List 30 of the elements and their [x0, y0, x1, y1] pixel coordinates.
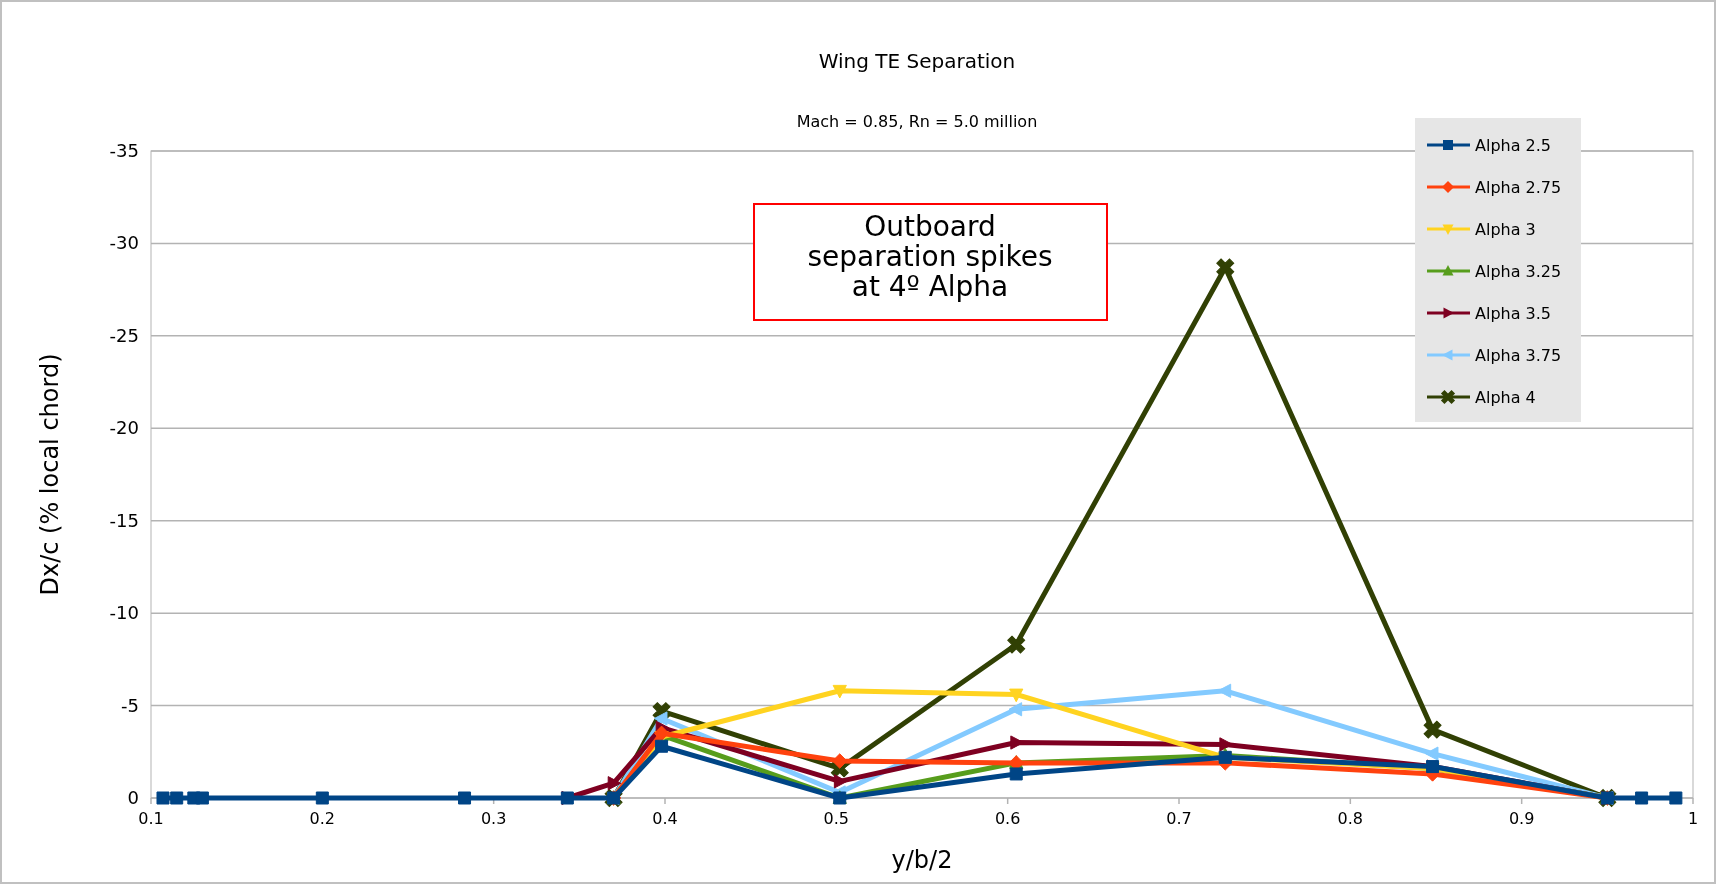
legend-label: Alpha 3.75: [1475, 346, 1562, 365]
legend-label: Alpha 3.5: [1475, 304, 1552, 323]
legend-label: Alpha 3: [1475, 220, 1536, 239]
x-tick-label: 0.1: [138, 809, 164, 828]
legend-label: Alpha 2.75: [1475, 178, 1562, 197]
x-tick-label: 1: [1687, 809, 1699, 828]
x-tick-label: 0.6: [994, 809, 1021, 828]
legend-label: Alpha 4: [1475, 388, 1536, 407]
x-tick-label: 0.8: [1337, 809, 1364, 828]
x-tick-label: 0.5: [823, 809, 850, 828]
legend-label: Alpha 2.5: [1475, 136, 1552, 155]
x-axis-title: y/b/2: [891, 846, 953, 874]
y-tick-label: -30: [109, 232, 139, 254]
y-tick-label: -25: [109, 324, 139, 346]
x-tick-label: 0.7: [1166, 809, 1192, 828]
y-tick-label: -10: [109, 602, 139, 624]
y-tick-label: -5: [121, 694, 139, 716]
x-tick-label: 0.4: [652, 809, 678, 828]
legend-label: Alpha 3.25: [1475, 262, 1562, 281]
x-tick-label: 0.3: [480, 809, 507, 828]
y-tick-label: -15: [109, 509, 139, 531]
y-tick-label: -35: [109, 140, 139, 161]
chart-title: Wing TE Separation: [818, 49, 1016, 73]
x-tick-label: 0.9: [1508, 809, 1535, 828]
y-tick-label: -20: [109, 417, 139, 439]
y-tick-label: 0: [127, 787, 139, 808]
y-axis-title: Dx/c (% local chord): [36, 353, 64, 596]
annotation: Outboard separation spikes at 4º Alpha: [807, 210, 1053, 303]
x-tick-label: 0.2: [309, 809, 336, 828]
chart-subtitle: Mach = 0.85, Rn = 5.0 million: [796, 112, 1038, 131]
